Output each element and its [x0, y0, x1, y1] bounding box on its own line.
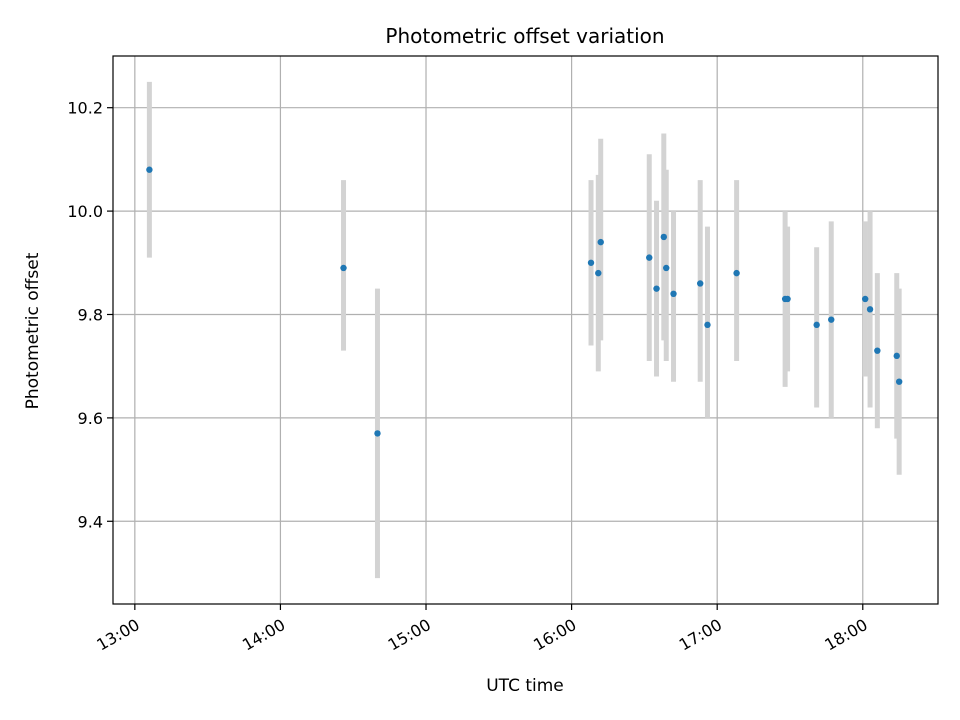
- data-point: [595, 269, 602, 277]
- y-axis-ticks: 9.4 9.6 9.8 10.0 10.2: [67, 99, 113, 531]
- y-tick-label: 9.6: [78, 409, 103, 428]
- data-point: [663, 264, 670, 272]
- grid: [113, 56, 938, 604]
- data-point: [733, 269, 740, 277]
- data-point: [704, 321, 711, 329]
- y-tick-label: 9.4: [78, 512, 103, 531]
- data-point: [813, 321, 820, 329]
- data-point: [866, 306, 874, 313]
- y-tick-label: 10.0: [67, 202, 103, 221]
- data-point: [784, 295, 791, 303]
- data-point: [646, 254, 653, 261]
- data-point: [862, 295, 869, 303]
- y-axis-label: Photometric offset: [23, 252, 43, 409]
- data-point: [597, 238, 604, 246]
- data-point: [587, 259, 595, 266]
- data-point: [828, 316, 835, 323]
- y-tick-label: 9.8: [78, 305, 103, 324]
- data-points: [146, 166, 903, 437]
- data-point: [660, 233, 668, 241]
- data-point: [893, 352, 900, 360]
- y-tick-label: 10.2: [67, 99, 103, 118]
- data-point: [374, 430, 381, 437]
- data-point: [653, 285, 660, 292]
- plot-frame: [112, 55, 939, 605]
- data-point: [874, 347, 881, 354]
- data-point: [146, 166, 153, 173]
- data-point: [340, 264, 347, 272]
- x-axis-label: UTC time: [486, 676, 564, 696]
- data-point: [670, 290, 677, 298]
- chart-title: Photometric offset variation: [385, 24, 664, 48]
- data-point: [895, 378, 903, 385]
- data-point: [697, 280, 704, 287]
